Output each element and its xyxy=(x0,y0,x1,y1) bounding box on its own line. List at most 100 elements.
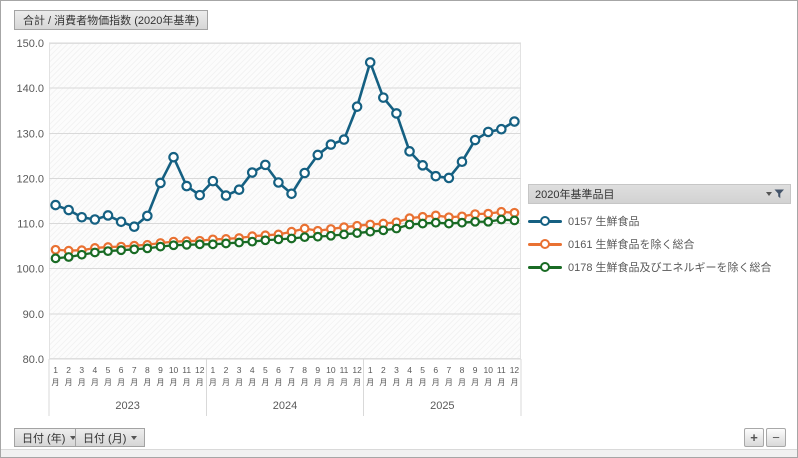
svg-text:9: 9 xyxy=(473,365,478,375)
svg-text:3: 3 xyxy=(237,365,242,375)
svg-text:10: 10 xyxy=(326,365,336,375)
svg-text:1: 1 xyxy=(53,365,58,375)
plot-area xyxy=(49,43,521,359)
svg-text:11: 11 xyxy=(340,365,349,375)
legend: 2020年基準品目 0157 生鮮食品 0161 生鮮食品を除く総合 0178 … xyxy=(528,184,791,278)
series-swatch-green xyxy=(528,261,562,272)
svg-text:12: 12 xyxy=(195,365,205,375)
svg-text:2: 2 xyxy=(66,365,71,375)
svg-text:2023: 2023 xyxy=(115,400,139,412)
svg-text:7: 7 xyxy=(289,365,294,375)
svg-text:6: 6 xyxy=(276,365,281,375)
collapse-field-button[interactable]: − xyxy=(766,428,786,447)
svg-text:月: 月 xyxy=(248,378,256,387)
svg-text:7: 7 xyxy=(132,365,137,375)
svg-text:月: 月 xyxy=(130,378,138,387)
svg-text:4: 4 xyxy=(250,365,255,375)
svg-text:2025: 2025 xyxy=(430,400,454,412)
svg-text:130.0: 130.0 xyxy=(16,128,44,140)
cpi-line-chart: 150.0140.0130.0120.0110.0100.090.080.01月… xyxy=(16,38,522,416)
svg-text:10: 10 xyxy=(169,365,179,375)
svg-text:月: 月 xyxy=(274,378,282,387)
svg-text:月: 月 xyxy=(419,378,427,387)
chevron-down-icon xyxy=(766,192,772,196)
svg-text:110.0: 110.0 xyxy=(17,219,44,231)
svg-text:4: 4 xyxy=(93,365,98,375)
legend-item-0161[interactable]: 0161 生鮮食品を除く総合 xyxy=(528,232,791,255)
legend-item-label: 0178 生鮮食品及びエネルギーを除く総合 xyxy=(568,261,772,274)
svg-text:140.0: 140.0 xyxy=(16,83,44,95)
svg-text:月: 月 xyxy=(235,378,243,387)
legend-filter-icon[interactable] xyxy=(766,189,785,199)
svg-text:月: 月 xyxy=(104,378,112,387)
svg-text:7: 7 xyxy=(447,365,452,375)
legend-field-button[interactable]: 2020年基準品目 xyxy=(528,184,791,204)
series-swatch-orange xyxy=(528,238,562,249)
expand-field-button[interactable]: + xyxy=(744,428,764,447)
legend-item-label: 0161 生鮮食品を除く総合 xyxy=(568,238,695,251)
chevron-down-icon xyxy=(131,435,138,440)
svg-text:8: 8 xyxy=(460,365,465,375)
svg-text:月: 月 xyxy=(209,378,217,387)
chevron-down-icon xyxy=(70,435,77,440)
svg-text:月: 月 xyxy=(143,378,151,387)
svg-text:月: 月 xyxy=(497,378,505,387)
svg-text:月: 月 xyxy=(432,378,440,387)
svg-text:月: 月 xyxy=(288,378,296,387)
funnel-icon xyxy=(774,189,784,199)
date-year-label: 日付 (年) xyxy=(22,432,66,445)
svg-text:80.0: 80.0 xyxy=(23,354,44,366)
svg-text:90.0: 90.0 xyxy=(23,309,44,321)
svg-text:月: 月 xyxy=(353,378,361,387)
svg-text:月: 月 xyxy=(170,378,178,387)
svg-text:3: 3 xyxy=(79,365,84,375)
svg-text:月: 月 xyxy=(392,378,400,387)
date-month-label: 日付 (月) xyxy=(83,432,127,445)
window-bottom-edge xyxy=(1,449,797,457)
svg-text:9: 9 xyxy=(315,365,320,375)
svg-text:2: 2 xyxy=(224,365,229,375)
svg-text:2: 2 xyxy=(381,365,386,375)
svg-text:5: 5 xyxy=(106,365,111,375)
svg-text:月: 月 xyxy=(78,378,86,387)
series-swatch-blue xyxy=(528,215,562,226)
svg-text:5: 5 xyxy=(263,365,268,375)
svg-text:11: 11 xyxy=(497,365,506,375)
svg-text:月: 月 xyxy=(196,378,204,387)
svg-text:月: 月 xyxy=(183,378,191,387)
svg-text:月: 月 xyxy=(406,378,414,387)
svg-text:月: 月 xyxy=(327,378,335,387)
svg-text:100.0: 100.0 xyxy=(16,264,44,276)
svg-text:月: 月 xyxy=(52,378,60,387)
svg-text:月: 月 xyxy=(261,378,269,387)
svg-text:月: 月 xyxy=(379,378,387,387)
svg-text:6: 6 xyxy=(119,365,124,375)
svg-text:4: 4 xyxy=(407,365,412,375)
svg-text:月: 月 xyxy=(340,378,348,387)
svg-text:8: 8 xyxy=(145,365,150,375)
svg-text:120.0: 120.0 xyxy=(16,173,44,185)
svg-text:12: 12 xyxy=(352,365,362,375)
svg-text:月: 月 xyxy=(445,378,453,387)
svg-text:8: 8 xyxy=(302,365,307,375)
svg-text:1: 1 xyxy=(368,365,373,375)
svg-text:月: 月 xyxy=(91,378,99,387)
legend-item-0178[interactable]: 0178 生鮮食品及びエネルギーを除く総合 xyxy=(528,255,791,278)
svg-text:月: 月 xyxy=(222,378,230,387)
svg-text:月: 月 xyxy=(366,378,374,387)
svg-text:11: 11 xyxy=(182,365,191,375)
date-month-field-button[interactable]: 日付 (月) xyxy=(75,428,146,447)
svg-text:3: 3 xyxy=(394,365,399,375)
legend-items: 0157 生鮮食品 0161 生鮮食品を除く総合 0178 生鮮食品及びエネルギ… xyxy=(528,209,791,278)
svg-text:月: 月 xyxy=(156,378,164,387)
svg-text:月: 月 xyxy=(314,378,322,387)
svg-text:10: 10 xyxy=(483,365,493,375)
svg-text:月: 月 xyxy=(65,378,73,387)
svg-text:月: 月 xyxy=(471,378,479,387)
value-field-button[interactable]: 合計 / 消費者物価指数 (2020年基準) xyxy=(14,10,209,30)
svg-text:6: 6 xyxy=(433,365,438,375)
svg-text:5: 5 xyxy=(420,365,425,375)
svg-text:月: 月 xyxy=(458,378,466,387)
legend-item-label: 0157 生鮮食品 xyxy=(568,215,640,228)
legend-item-0157[interactable]: 0157 生鮮食品 xyxy=(528,209,791,232)
